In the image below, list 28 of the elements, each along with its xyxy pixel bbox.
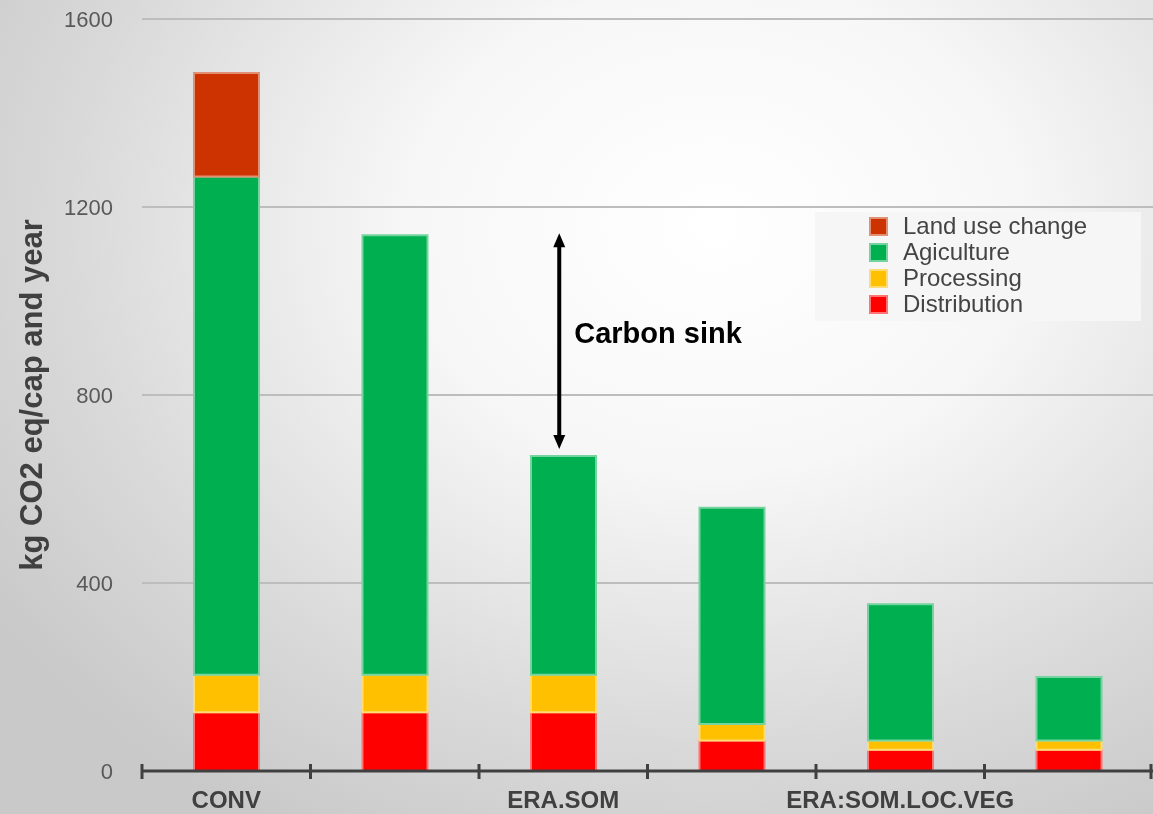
bar: [361, 711, 429, 771]
legend-label: Processing: [903, 264, 1022, 291]
bar: [530, 455, 597, 676]
annotation: Carbon sink: [574, 317, 743, 350]
y-tick-label: 1200: [64, 194, 113, 220]
legend-label: Land use change: [903, 212, 1088, 239]
bar: [361, 234, 429, 676]
bar: [867, 603, 934, 742]
bar: [193, 72, 260, 178]
y-tick-label: 400: [76, 570, 113, 596]
y-tick-label: 0: [100, 758, 113, 784]
legend-label: Distribution: [903, 290, 1024, 317]
y-axis-title: kg CO2 eq/cap and year: [13, 219, 49, 571]
bar: [530, 673, 597, 714]
bar: [193, 673, 260, 714]
y-tick-label: 800: [76, 382, 113, 408]
x-tick-label: ERA.SOM: [507, 786, 620, 813]
x-tick-label: CONV: [191, 786, 261, 813]
bar: [193, 711, 260, 771]
bar: [1035, 676, 1103, 742]
x-tick-label: ERA:SOM.LOC.VEG: [786, 786, 1015, 813]
bar: [530, 711, 597, 771]
legend-label: Agiculture: [903, 238, 1010, 265]
bar: [193, 175, 260, 676]
bar: [698, 739, 766, 771]
bar: [361, 673, 429, 714]
bar: [698, 506, 766, 725]
y-tick-label: 1600: [64, 6, 113, 32]
